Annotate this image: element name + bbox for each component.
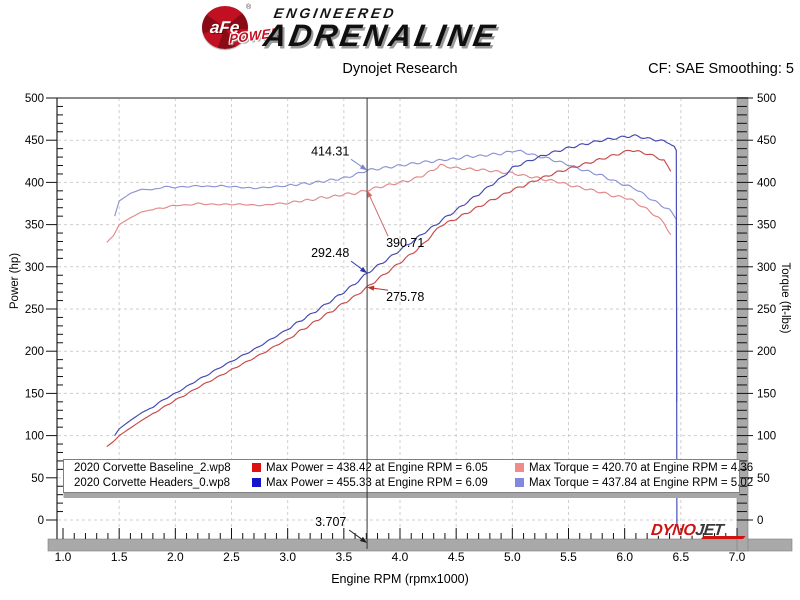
left-axis-tick-label: 250 — [25, 304, 44, 316]
x-axis-tick-label: 3.5 — [335, 550, 352, 564]
right-axis-tick-label: 200 — [757, 346, 776, 358]
legend-shadow — [63, 492, 740, 498]
correction-factor-label: CF: SAE Smoothing: 5 — [648, 61, 794, 77]
annotation-arrowhead-icon — [359, 536, 368, 543]
x-axis-tick-label: 6.0 — [616, 550, 633, 564]
legend-run-2-torque-stats: Max Torque = 437.84 at Engine RPM = 5.02 — [529, 477, 753, 489]
afe-power-logo-icon: aFe — [202, 6, 248, 49]
right-axis-tick-label: 350 — [757, 220, 776, 232]
plot-frame: 0 0 50 50 100 100 150 150 200 200 250 250 300 300 350 3… — [25, 93, 793, 564]
legend-run-1-name: 2020 Corvette Baseline_2.wp8 — [74, 462, 231, 474]
right-axis-tick-label: 300 — [757, 262, 776, 274]
x-axis-tick-label: 2.0 — [167, 550, 184, 564]
right-axis-tick-label: 100 — [757, 431, 776, 443]
annotation-390.71: 390.71 — [386, 236, 424, 250]
right-axis-tick-label: 50 — [757, 473, 770, 485]
left-axis-tick-label: 0 — [38, 515, 44, 527]
annotation-arrowhead-icon — [359, 164, 368, 171]
legend-run-1-torque-stats: Max Torque = 420.70 at Engine RPM = 4.36 — [529, 462, 753, 474]
annotation-arrowhead-icon — [367, 285, 375, 291]
legend-run-2-name: 2020 Corvette Headers_0.wp8 — [74, 477, 230, 489]
x-axis-tick-label: 2.5 — [223, 550, 240, 564]
curve-headers_power — [114, 134, 678, 527]
x-axis-tick-label: 3.0 — [279, 550, 296, 564]
report-title: Dynojet Research — [342, 61, 458, 77]
x-axis-tick-label: 6.5 — [672, 550, 689, 564]
right-axis-tick-label: 400 — [757, 177, 776, 189]
x-axis-tick-label: 5.5 — [560, 550, 577, 564]
curve-baseline_power — [106, 149, 672, 448]
dynojet-logo: DYNOJET — [650, 522, 746, 540]
left-axis-tick-label: 100 — [25, 431, 44, 443]
legend-run-2-torque-swatch — [515, 478, 524, 487]
left-axis-tick-label: 300 — [25, 262, 44, 274]
left-axis-tick-label: 200 — [25, 346, 44, 358]
x-axis-tick-label: 1.0 — [55, 550, 72, 564]
annotation-arrowhead-icon — [367, 190, 373, 198]
x-axis-tick-label: 5.0 — [504, 550, 521, 564]
annotation-275.78: 275.78 — [386, 290, 424, 304]
chart-cursor-layer: 414.31 390.71 292.48 275.78 3.707 — [311, 98, 424, 549]
x-axis-title: Engine RPM (rpmx1000) — [331, 572, 469, 586]
dynojet-swoosh-icon — [700, 536, 746, 539]
right-axis-tick-label: 500 — [757, 93, 776, 105]
left-axis-tick-label: 400 — [25, 177, 44, 189]
legend-run-1-torque-swatch — [515, 463, 524, 472]
x-axis-tick-label: 4.0 — [392, 550, 409, 564]
legend-run-1-power-swatch — [252, 463, 261, 472]
right-axis-tick-label: 150 — [757, 388, 776, 400]
right-axis-tick-label: 450 — [757, 135, 776, 147]
left-axis-tick-label: 500 — [25, 93, 44, 105]
x-axis-tick-label: 4.5 — [448, 550, 465, 564]
legend-run-2-power-swatch — [252, 478, 261, 487]
left-axis-tick-label: 50 — [31, 473, 44, 485]
annotation-3.707: 3.707 — [315, 515, 346, 529]
curve-headers_torque — [114, 149, 678, 402]
registered-mark-icon: ® — [246, 4, 252, 11]
legend-run-2-power-stats: Max Power = 455.33 at Engine RPM = 6.09 — [266, 477, 488, 489]
curve-baseline_torque — [106, 163, 672, 243]
right-axis-title: Torque (ft-lbs) — [779, 263, 791, 334]
left-axis-tick-label: 150 — [25, 388, 44, 400]
right-axis-tick-label: 250 — [757, 304, 776, 316]
left-axis-title: Power (hp) — [9, 253, 21, 309]
legend-box: 2020 Corvette Baseline_2.wp8 Max Power =… — [63, 459, 753, 498]
annotation-414.31: 414.31 — [311, 144, 349, 158]
legend-run-1-power-stats: Max Power = 438.42 at Engine RPM = 6.05 — [266, 462, 488, 474]
right-axis-tick-label: 0 — [757, 515, 763, 527]
legend-frame — [63, 459, 740, 493]
left-axis-tick-label: 350 — [25, 220, 44, 232]
dynojet-logo-dyno-text: DYNO — [650, 522, 697, 539]
annotation-arrowhead-icon — [359, 266, 368, 274]
annotation-292.48: 292.48 — [311, 246, 349, 260]
left-axis-tick-label: 450 — [25, 135, 44, 147]
x-axis-tick-label: 1.5 — [111, 550, 128, 564]
x-axis-tick-label: 7.0 — [729, 550, 746, 564]
